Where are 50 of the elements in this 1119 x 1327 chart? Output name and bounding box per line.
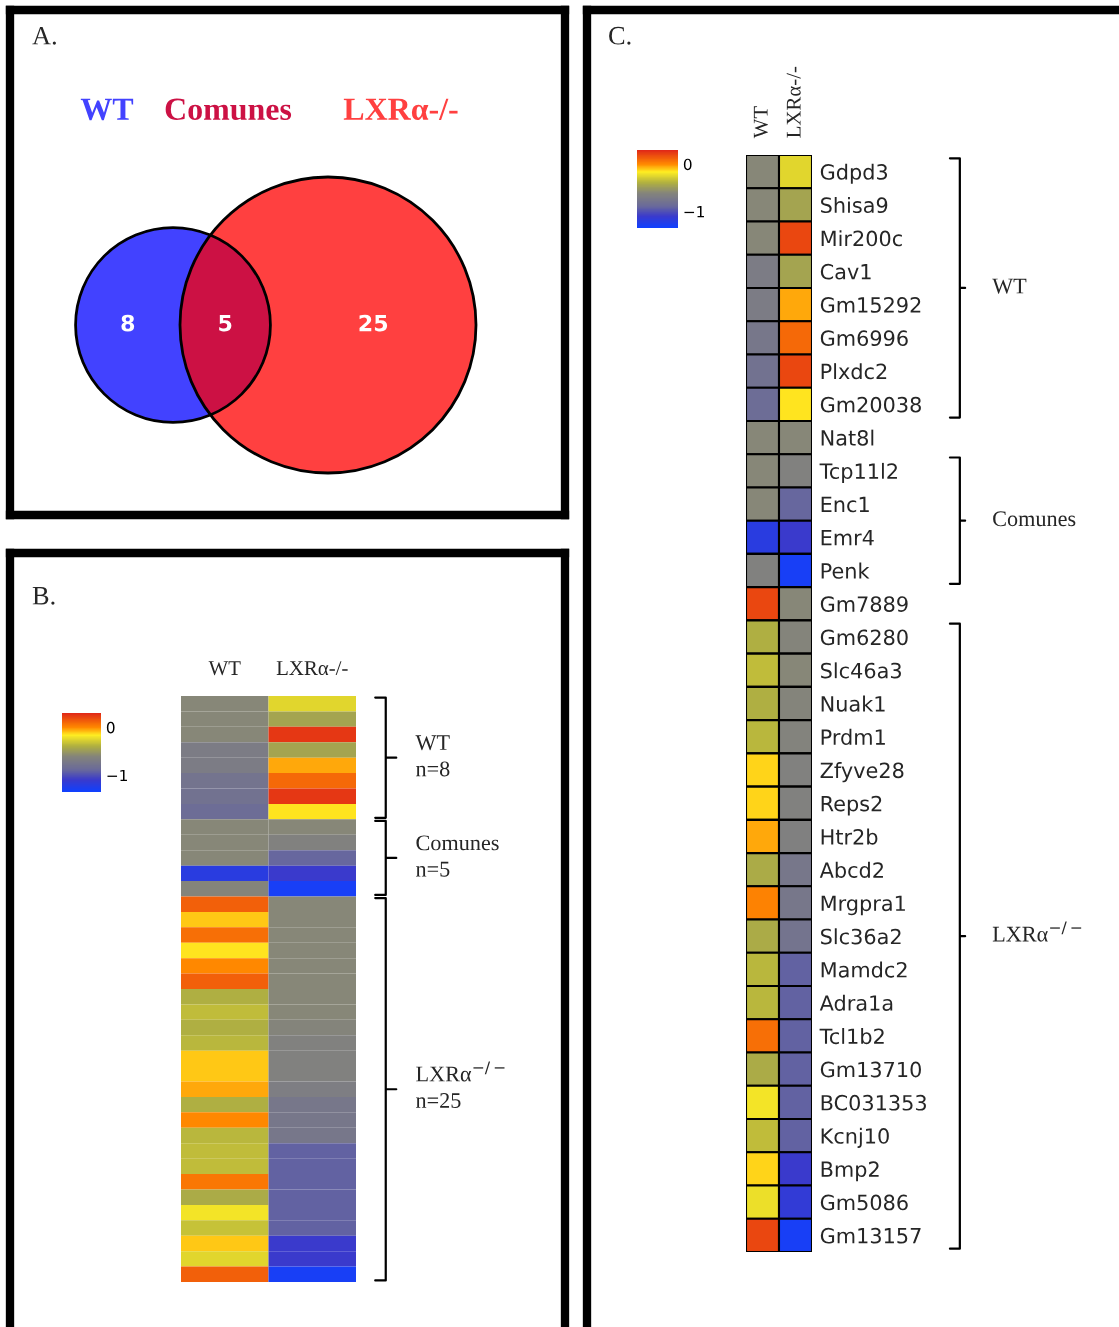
chart-title: B. (32, 587, 55, 605)
y-tick-label: Cav1 (820, 263, 871, 280)
y-tick-label: Tcp11l2 (819, 462, 897, 484)
y-tick-label: Gm7889 (820, 596, 908, 612)
y-tick-label: Mamdc2 (821, 961, 907, 978)
y-tick-label: Gm13157 (820, 1227, 921, 1244)
y-tick-label: Slc36a2 (821, 928, 901, 945)
color-bar-label: −1 (684, 206, 704, 218)
y-tick-label: Reps2 (821, 795, 882, 816)
text: LXRα$^{−/−}$ (992, 921, 1082, 942)
y-tick-label: Htr2b (821, 828, 878, 845)
y-tick-label: BC031353 (821, 1094, 926, 1111)
y-tick-label: Abcd2 (819, 861, 883, 878)
y-tick-label: Kcnj10 (821, 1127, 889, 1148)
text: Comunes (993, 511, 1076, 527)
text: A. (32, 26, 56, 45)
y-tick-label: Emr4 (821, 530, 874, 546)
text: Comunes n=5 (416, 835, 499, 877)
y-tick-label: Prdm1 (821, 728, 885, 745)
y-tick-label: Gdpd3 (820, 163, 888, 184)
y-tick-label: Gm6280 (820, 629, 908, 646)
y-tick-label: Mir200c (821, 230, 902, 247)
y-tick-label: Gm13710 (820, 1061, 921, 1078)
text: WT (992, 278, 1027, 294)
category-label: Comunes (165, 98, 292, 121)
y-tick-label: Enc1 (821, 496, 869, 513)
y-tick-label: Zfyve28 (820, 762, 904, 783)
y-tick-label: Gm6996 (820, 330, 908, 347)
color-bar-label: 0 (683, 158, 692, 171)
color-bar-label: −1 (107, 769, 127, 782)
y-tick-label: Gm5086 (820, 1194, 908, 1211)
color-bar-label: 0 (106, 721, 115, 734)
text: LXRα$^{−/−}$ n=25 (416, 1061, 505, 1108)
y-tick-label: Nuak1 (821, 695, 885, 712)
text: WT n=8 (415, 735, 450, 777)
chart-title: C. (609, 26, 631, 45)
y-tick-label: Plxdc2 (821, 363, 887, 380)
y-tick-label: Nat8l (821, 429, 874, 446)
y-tick-label: Gm15292 (820, 297, 921, 313)
data-label: 8 (121, 314, 135, 332)
data-label: 5 (219, 314, 232, 332)
y-tick-label: Penk (821, 562, 870, 579)
y-tick-label: Gm20038 (820, 396, 921, 413)
data-label: 25 (359, 314, 388, 332)
y-tick-label: Tcl1b2 (819, 1028, 884, 1045)
y-tick-label: Shisa9 (821, 196, 888, 214)
y-tick-label: Adra1a (819, 994, 893, 1011)
y-tick-label: Slc46a3 (821, 662, 901, 679)
y-tick-label: Mrgpra1 (821, 895, 905, 916)
y-tick-label: Bmp2 (821, 1161, 879, 1182)
